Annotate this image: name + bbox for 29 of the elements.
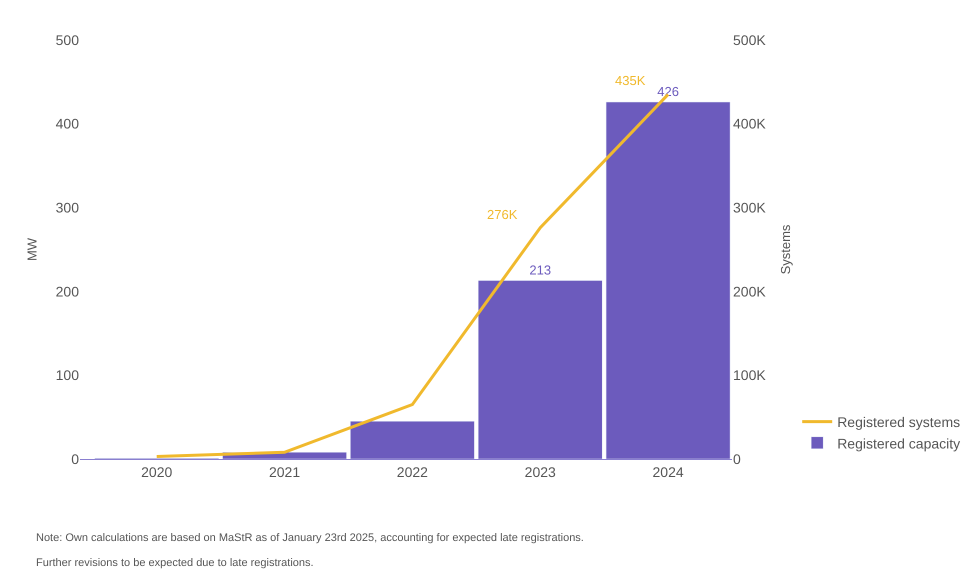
y2-tick-label: 0 [733, 450, 741, 467]
x-tick-label: 2021 [268, 464, 300, 480]
y-axis-title: MW [24, 237, 40, 262]
y-tick-label: 400 [56, 116, 80, 132]
x-tick-label: 2023 [524, 464, 556, 480]
data-label: 276K [487, 207, 518, 222]
y-tick-label: 300 [56, 200, 80, 216]
y2-tick-label: 200K [733, 283, 766, 300]
data-label: 213 [529, 262, 552, 278]
x-tick-label: 2020 [141, 464, 172, 480]
y2-tick-label: 400K [733, 116, 766, 132]
y-tick-label: 200 [56, 283, 80, 300]
legend-label: Registered systems [837, 414, 960, 430]
y2-axis-title: Systems [778, 224, 793, 274]
bar [350, 421, 475, 459]
x-tick-label: 2022 [396, 464, 428, 480]
y-tick-label: 500 [56, 32, 80, 48]
text: Further revisions to be expected due to late registrations. [36, 557, 314, 569]
bar [606, 102, 730, 459]
text: Note: Own calculations are based on MaStR as of January 23rd 2025, accounting for expected late registrations. [36, 532, 584, 544]
y-tick-label: 100 [56, 367, 80, 384]
y2-tick-label: 300K [733, 200, 766, 216]
data-label: 435K [615, 73, 646, 88]
bar [478, 280, 602, 459]
y-tick-label: 0 [71, 450, 80, 467]
y2-tick-label: 100K [733, 367, 766, 384]
y2-tick-label: 500K [733, 32, 766, 48]
x-tick-label: 2024 [652, 464, 684, 480]
legend-label: Registered capacity [837, 435, 960, 452]
